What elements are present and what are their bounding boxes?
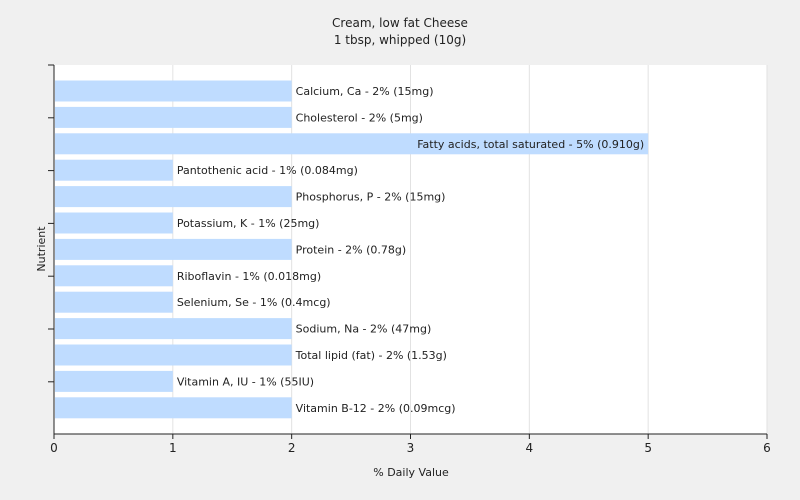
bar-11: [55, 370, 173, 392]
bar-1: [55, 106, 292, 128]
y-axis-ticks: [48, 64, 54, 383]
x-tick-label-3: 3: [407, 441, 415, 455]
bar-label-6: Protein - 2% (0.78g): [296, 243, 407, 256]
bar-labels-group: Calcium, Ca - 2% (15mg) Cholesterol - 2% …: [177, 85, 644, 415]
bar-12: [55, 397, 292, 419]
bar-label-10: Total lipid (fat) - 2% (1.53g): [295, 349, 447, 362]
bar-label-8: Selenium, Se - 1% (0.4mcg): [177, 296, 331, 309]
bar-label-7: Riboflavin - 1% (0.018mg): [177, 270, 321, 283]
bar-9: [55, 318, 292, 340]
bar-label-9: Sodium, Na - 2% (47mg): [296, 323, 432, 336]
bar-label-4: Phosphorus, P - 2% (15mg): [296, 191, 446, 204]
y-axis-title: Nutrient: [35, 226, 48, 272]
bar-label-1: Cholesterol - 2% (5mg): [296, 111, 423, 124]
x-axis-title: % Daily Value: [373, 466, 449, 479]
bar-label-2: Fatty acids, total saturated - 5% (0.910…: [417, 138, 644, 151]
x-tick-label-4: 4: [526, 441, 534, 455]
bar-6: [55, 238, 292, 260]
bar-7: [55, 265, 173, 287]
bar-label-5: Potassium, K - 1% (25mg): [177, 217, 320, 230]
chart-subtitle: 1 tbsp, whipped (10g): [334, 33, 466, 47]
x-tick-label-1: 1: [169, 441, 177, 455]
x-tick-label-0: 0: [50, 441, 58, 455]
bar-8: [55, 291, 173, 313]
bar-4: [55, 186, 292, 208]
x-tick-label-5: 5: [644, 441, 652, 455]
bar-3: [55, 159, 173, 181]
bars-group: [55, 80, 649, 419]
bar-label-11: Vitamin A, IU - 1% (55IU): [177, 375, 314, 388]
bar-label-12: Vitamin B-12 - 2% (0.09mcg): [296, 402, 456, 415]
bar-label-3: Pantothenic acid - 1% (0.084mg): [177, 164, 358, 177]
bar-10: [55, 344, 292, 366]
x-tick-label-6: 6: [763, 441, 771, 455]
x-axis-ticks: 0 1 2 3 4 5 6: [50, 434, 771, 455]
bar-label-0: Calcium, Ca - 2% (15mg): [296, 85, 434, 98]
chart-title: Cream, low fat Cheese: [332, 16, 468, 30]
x-tick-label-2: 2: [288, 441, 296, 455]
bar-2: [55, 133, 649, 155]
bar-0: [55, 80, 292, 102]
bar-5: [55, 212, 173, 234]
